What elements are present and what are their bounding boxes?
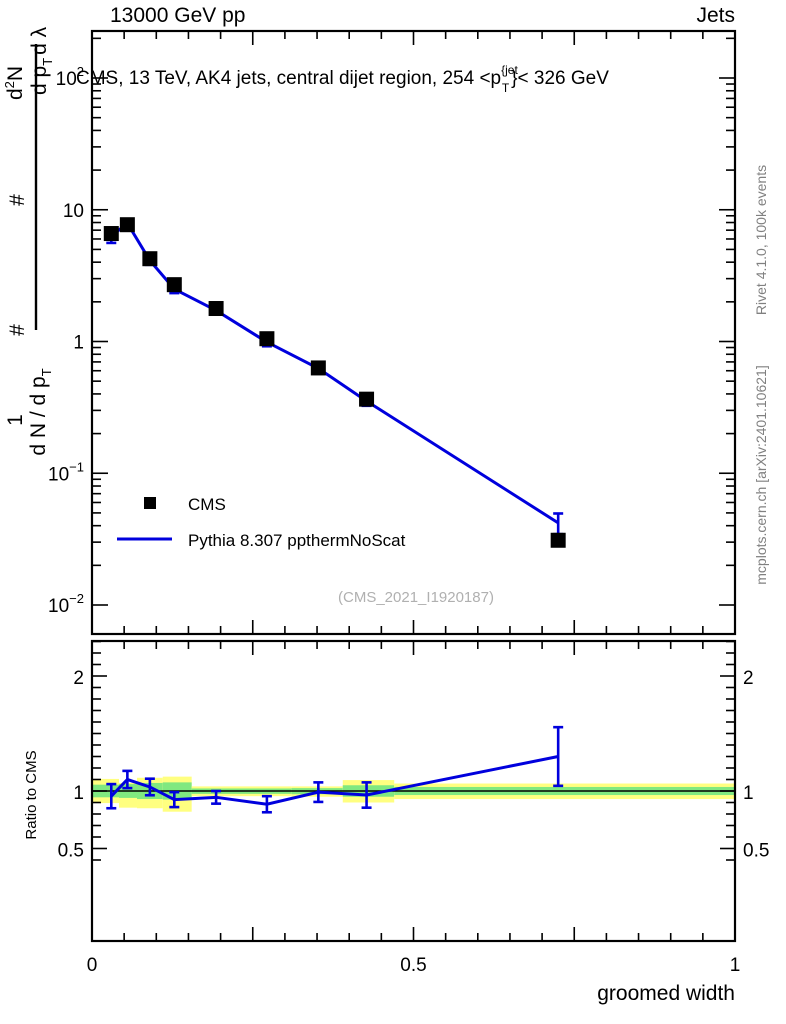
data-point-marker (359, 391, 375, 407)
ratio-uncertainty-bands (92, 776, 735, 812)
y-label-dpt2: d p (28, 66, 51, 95)
plot-title-subscript: T (502, 81, 510, 95)
legend-marker-square (144, 497, 156, 509)
header-category-label: Jets (696, 4, 735, 27)
ratio-y-tick-label: 1 (73, 783, 84, 804)
y-axis-label-numerator: d2N (2, 66, 27, 100)
x-tick-label: 1 (730, 955, 741, 976)
analysis-id-watermark: (CMS_2021_I1920187) (338, 589, 494, 606)
x-tick-label: 0 (87, 955, 98, 976)
data-point-marker (550, 532, 566, 548)
plot-title-prefix: CMS, 13 TeV, AK4 jets, central dijet reg… (76, 68, 501, 89)
y-axis-label-one: 1 (4, 414, 27, 426)
ratio-y-tick-label: 2 (73, 668, 84, 689)
y-label-dpt-sub: T (39, 368, 54, 376)
y-axis-label-inner-denominator: d pTd λ (28, 26, 55, 95)
main-y-tick-label: 102 (56, 64, 84, 90)
plot-title: CMS, 13 TeV, AK4 jets, central dijet reg… (76, 63, 609, 95)
main-plot-content (103, 217, 566, 548)
main-y-tick-label: 10−2 (48, 591, 84, 617)
ratio-y-axis-label: Ratio to CMS (23, 750, 40, 839)
x-tick-label: 0.5 (400, 955, 426, 976)
data-point-marker (310, 360, 326, 376)
legend-entry-label: Pythia 8.307 ppthermNoScat (188, 531, 406, 550)
data-point-marker (103, 226, 119, 242)
ratio-y-tick-label-right: 0.5 (743, 841, 769, 862)
y-axis-label-hash-inner: # (6, 194, 29, 206)
legend: CMS Pythia 8.307 ppthermNoScat (117, 495, 406, 550)
main-y-tick-label: 10 (63, 201, 84, 222)
ratio-y-tick-label-right: 2 (743, 668, 754, 689)
plot-title-suffix: }< 326 GeV (511, 68, 609, 89)
data-point-marker (166, 277, 182, 293)
header-beam-label: 13000 GeV pp (110, 4, 245, 27)
data-point-marker (208, 301, 224, 317)
svg-text:CMS, 13 TeV, AK4 jets, central: CMS, 13 TeV, AK4 jets, central dijet reg… (76, 63, 609, 95)
legend-entry-label: CMS (188, 495, 226, 514)
y-label-dlambda: d λ (28, 26, 51, 55)
ratio-y-tick-label: 0.5 (58, 841, 84, 862)
y-label-n: N (4, 66, 27, 81)
ratio-plot-frame: 2 2 1 1 0.5 0.5 0 0.5 1 (58, 639, 769, 976)
y-label-dpt2-sub: T (40, 58, 55, 66)
mc-curve (110, 220, 559, 525)
y-axis-label-hash-outer: # (6, 324, 29, 336)
y-label-d: d (4, 88, 27, 100)
x-axis-label: groomed width (597, 982, 735, 1005)
y-axis-label-denominator: d N / d pT (27, 368, 54, 455)
plot-title-superscript: {jet (501, 63, 518, 77)
rivet-version-label: Rivet 4.1.0, 100k events (753, 165, 769, 315)
data-point-marker (142, 251, 158, 267)
mcplots-reference-label: mcplots.cern.ch [arXiv:2401.10621] (753, 365, 769, 584)
main-y-tick-label: 10−1 (48, 459, 84, 485)
data-point-marker (119, 217, 135, 233)
y-label-d-exp: 2 (2, 81, 17, 88)
main-y-axis-label: # # 1 d N / d pT d2N d pT (2, 26, 55, 455)
main-y-tick-label: 1 (73, 333, 84, 354)
y-label-dn-dpt: d N / d p (27, 376, 50, 455)
main-plot-frame: 102 10 1 10−1 10−2 (48, 29, 737, 636)
ratio-y-tick-label-right: 1 (743, 783, 754, 804)
data-point-marker (259, 331, 275, 347)
ratio-plot-content (106, 725, 564, 814)
